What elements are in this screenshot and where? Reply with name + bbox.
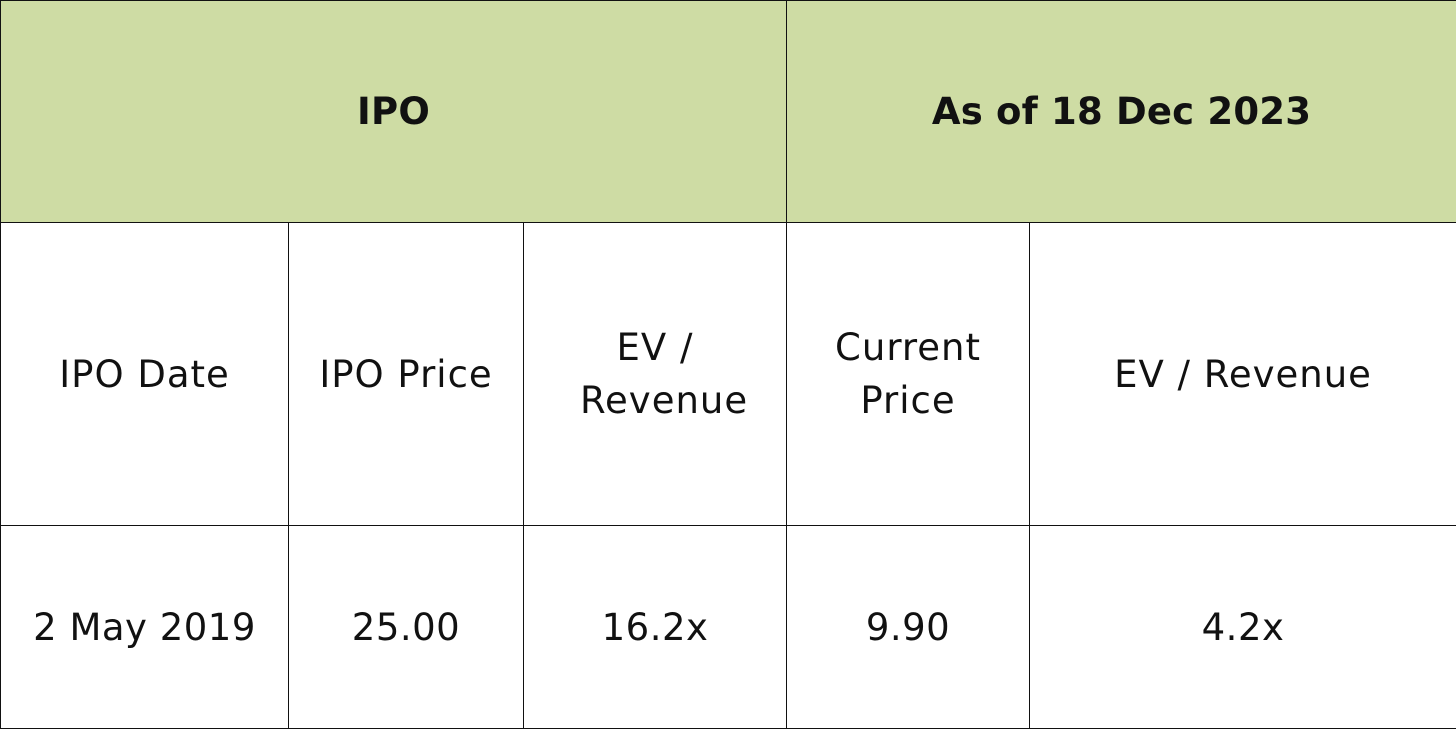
column-header-ipo-ev-revenue: EV / Revenue [580,321,730,427]
value-ipo-price: 25.00 [289,526,524,729]
group-header-row: IPO As of 18 Dec 2023 [1,1,1456,223]
column-header-ipo-date: IPO Date [1,223,289,526]
column-header-row: IPO Date IPO Price EV / Revenue Current … [1,223,1456,526]
column-header-ipo-price: IPO Price [289,223,524,526]
column-header-ipo-ev-revenue-cell: EV / Revenue [524,223,787,526]
group-header-ipo: IPO [1,1,787,223]
value-ipo-date: 2 May 2019 [1,526,289,729]
value-current-price: 9.90 [787,526,1030,729]
value-current-ev-revenue: 4.2x [1030,526,1456,729]
table-row: 2 May 2019 25.00 16.2x 9.90 4.2x [1,526,1456,729]
column-header-current-price-cell: Current Price [787,223,1030,526]
group-header-current: As of 18 Dec 2023 [787,1,1456,223]
column-header-current-ev-revenue: EV / Revenue [1030,223,1456,526]
value-ipo-ev-revenue: 16.2x [524,526,787,729]
column-header-current-price: Current Price [833,321,983,427]
